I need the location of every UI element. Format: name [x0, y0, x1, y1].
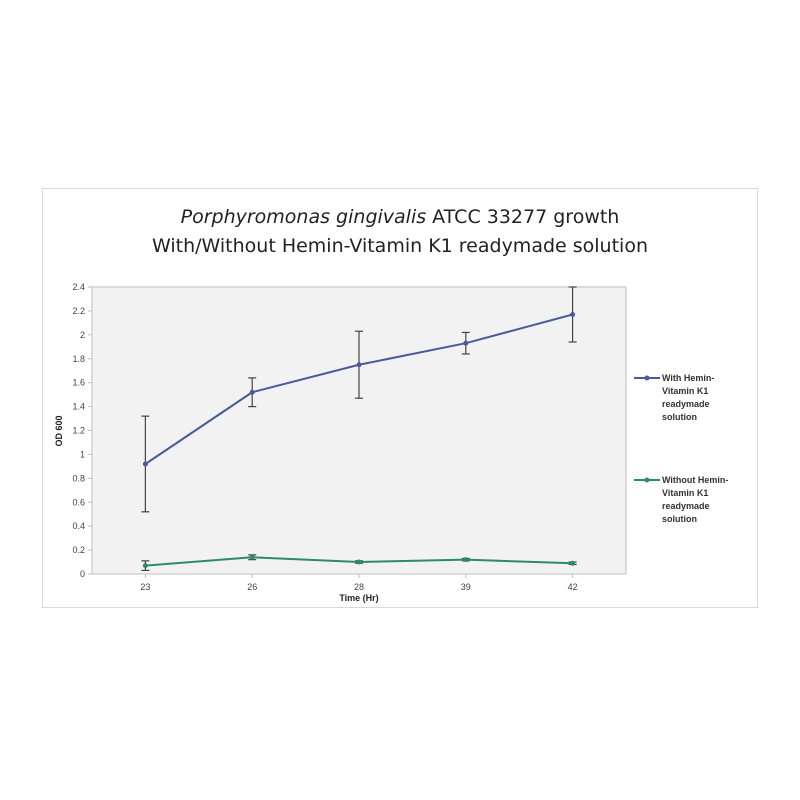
legend-marker: [644, 477, 650, 483]
legend-entry-1: With Hemin- Vitamin K1 readymade solution: [634, 373, 714, 422]
legend-label-line: readymade: [662, 399, 710, 409]
series-2: [141, 554, 577, 572]
y-tick-label: 2.4: [72, 282, 85, 292]
y-tick-label: 0.2: [72, 545, 85, 555]
y-tick-label: 2.2: [72, 306, 85, 316]
data-point: [249, 389, 255, 395]
data-point: [142, 563, 148, 569]
legend-label-line: Vitamin K1: [662, 386, 708, 396]
legend-label-line: Without Hemin-: [662, 475, 728, 485]
x-tick-label: 42: [568, 582, 578, 592]
x-tick-label: 23: [140, 582, 150, 592]
data-point: [142, 461, 148, 467]
y-tick-label: 1: [80, 449, 85, 459]
y-axis-title: OD 600: [54, 415, 64, 446]
y-axis-ticks: 0 0.2 0.4 0.6 0.8 1 1.2 1.4 1.6 1.8 2 2.2 2.4: [72, 282, 92, 579]
legend: With Hemin-Vitamin K1readymadesolutionWi…: [634, 373, 728, 524]
data-point: [570, 560, 576, 566]
data-point: [356, 559, 362, 565]
data-point: [463, 340, 469, 346]
y-tick-label: 0.4: [72, 521, 85, 531]
chart-title-italic: Porphyromonas gingivalis: [180, 206, 427, 228]
legend-marker: [644, 375, 650, 381]
legend-label-line: Vitamin K1: [662, 488, 708, 498]
data-point: [570, 312, 576, 318]
series-layer: [141, 286, 577, 572]
series-1: [141, 286, 577, 513]
y-tick-label: 0: [80, 569, 85, 579]
legend-label-line: With Hemin-: [662, 373, 714, 383]
chart-subtitle: With/Without Hemin-Vitamin K1 readymade …: [151, 235, 648, 257]
chart-title-rest: ATCC 33277 growth: [426, 206, 620, 228]
legend-label-line: solution: [662, 514, 697, 524]
x-tick-label: 28: [354, 582, 364, 592]
y-tick-label: 1.4: [72, 402, 85, 412]
y-tick-label: 0.8: [72, 473, 85, 483]
y-tick-label: 0.6: [72, 497, 85, 507]
x-axis-ticks: 23 26 28 39 42: [140, 574, 578, 592]
data-point: [356, 362, 362, 368]
plot-area: [91, 286, 627, 575]
chart-title: Porphyromonas gingivalis ATCC 33277 grow…: [42, 203, 758, 261]
y-tick-label: 2: [80, 330, 85, 340]
y-tick-label: 1.8: [72, 354, 85, 364]
chart-title-line-1: Porphyromonas gingivalis ATCC 33277 grow…: [42, 203, 758, 232]
x-tick-label: 26: [247, 582, 257, 592]
y-tick-label: 1.2: [72, 426, 85, 436]
data-point: [463, 557, 469, 563]
data-point: [249, 554, 255, 560]
legend-entry-2: Without Hemin- Vitamin K1 readymade solutio…: [634, 475, 728, 524]
x-tick-label: 39: [461, 582, 471, 592]
legend-label-line: solution: [662, 412, 697, 422]
x-axis-title: Time (Hr): [339, 593, 378, 603]
y-tick-label: 1.6: [72, 378, 85, 388]
legend-label-line: readymade: [662, 501, 710, 511]
